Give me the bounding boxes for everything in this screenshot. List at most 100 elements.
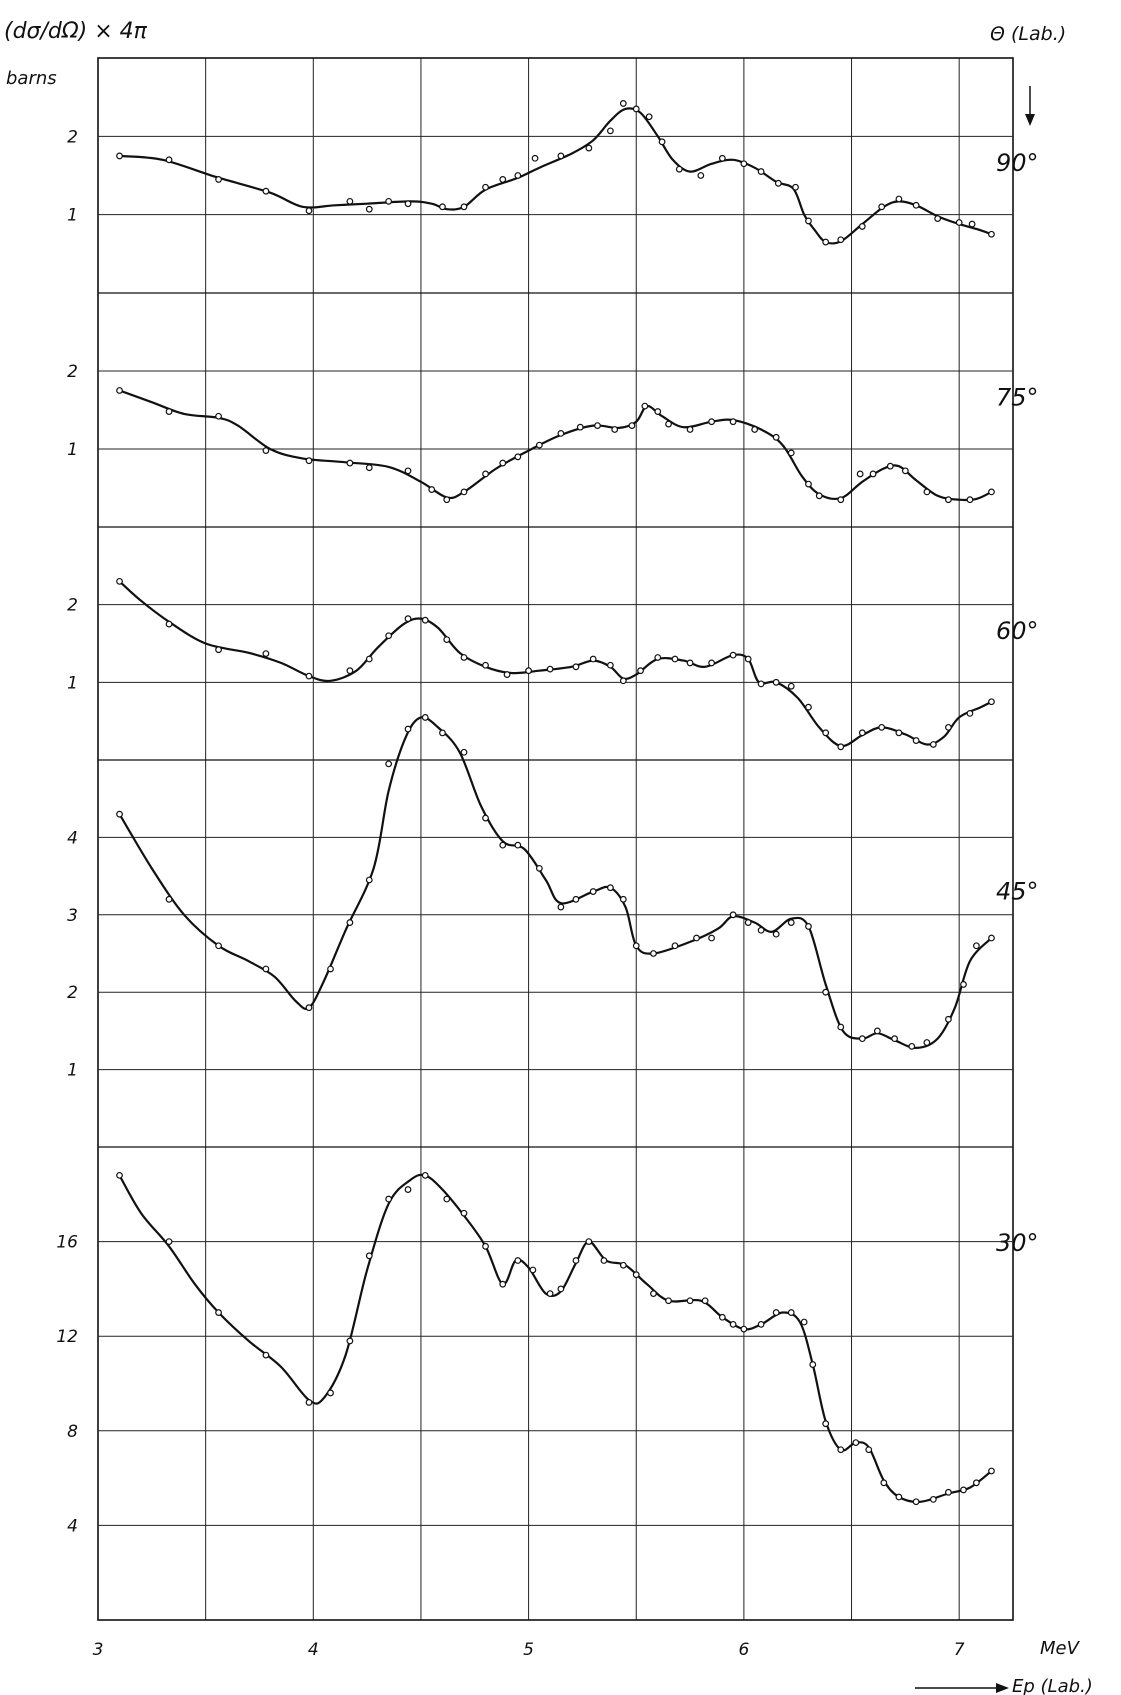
data-point	[116, 387, 123, 394]
data-point	[116, 577, 123, 585]
data-point	[837, 1023, 845, 1031]
data-point	[215, 1309, 222, 1316]
data-point	[671, 655, 679, 663]
data-point	[757, 680, 765, 688]
y-axis-unit: barns	[6, 68, 57, 89]
data-point	[929, 1495, 937, 1503]
data-point	[960, 981, 967, 988]
data-point	[116, 1171, 123, 1179]
data-point	[966, 710, 974, 717]
data-point	[385, 197, 393, 205]
data-point	[757, 168, 765, 175]
data-point	[404, 1186, 412, 1193]
data-point	[499, 841, 507, 849]
data-point	[499, 176, 507, 183]
data-point	[912, 737, 920, 744]
angle-label: 45°	[996, 877, 1039, 905]
data-point	[822, 988, 830, 996]
data-point	[772, 930, 780, 938]
data-point	[675, 165, 683, 173]
data-point	[774, 179, 782, 187]
data-point	[822, 238, 830, 246]
data-point	[858, 1035, 866, 1043]
data-point	[607, 884, 614, 892]
data-point	[482, 470, 489, 478]
data-point	[611, 426, 619, 433]
y-tick-label: 8	[67, 1422, 78, 1442]
x-axis-unit: MeV	[1040, 1638, 1081, 1659]
data-point	[856, 470, 864, 478]
data-point	[619, 100, 627, 107]
data-point	[729, 911, 737, 919]
data-point	[729, 418, 737, 426]
data-point	[729, 651, 737, 659]
data-point	[637, 667, 644, 675]
data-point	[701, 1297, 709, 1305]
data-point	[499, 1280, 507, 1288]
data-point	[365, 205, 373, 213]
y-tick-label: 1	[67, 206, 78, 226]
data-point	[305, 672, 313, 680]
data-point	[503, 671, 511, 678]
angle-label: 30°	[996, 1229, 1039, 1257]
data-point	[262, 447, 270, 454]
data-point	[934, 215, 942, 222]
data-point	[787, 682, 795, 690]
data-point	[385, 1195, 393, 1203]
data-point	[262, 650, 270, 657]
data-point	[557, 152, 565, 160]
data-point	[865, 1446, 873, 1454]
data-point	[215, 942, 222, 950]
data-point	[805, 703, 812, 711]
data-point	[346, 1337, 354, 1345]
data-point	[805, 923, 812, 930]
data-point	[514, 172, 522, 179]
data-point	[404, 615, 412, 623]
data-point	[628, 422, 636, 430]
data-point	[327, 1389, 334, 1397]
data-point	[460, 1209, 468, 1217]
data-point	[708, 934, 715, 942]
x-tick-label: 6	[738, 1640, 749, 1660]
data-point	[718, 1313, 726, 1321]
data-point	[607, 127, 614, 135]
data-point	[116, 152, 123, 160]
data-point	[988, 230, 995, 238]
data-point	[988, 488, 995, 496]
data-point	[632, 105, 640, 113]
data-point	[968, 220, 976, 228]
data-point	[891, 1035, 898, 1043]
data-point	[852, 1439, 860, 1447]
data-point	[305, 1399, 313, 1406]
data-point	[809, 1361, 817, 1368]
data-point	[404, 725, 412, 733]
data-point	[973, 1479, 980, 1487]
data-point	[858, 729, 866, 737]
data-point	[535, 864, 543, 872]
data-point	[895, 1493, 903, 1501]
data-point	[837, 1446, 845, 1454]
data-point	[305, 1004, 313, 1012]
data-point	[514, 453, 522, 461]
data-point	[880, 1479, 888, 1487]
data-point	[658, 138, 666, 146]
data-point	[901, 467, 909, 475]
data-point	[525, 667, 532, 675]
data-point	[460, 203, 468, 211]
data-point	[912, 201, 920, 209]
data-point	[514, 1257, 522, 1264]
data-point	[772, 433, 780, 441]
data-point	[686, 659, 694, 667]
data-point	[576, 423, 584, 431]
data-point	[482, 814, 489, 822]
panel-60-deg: 1 2 60°	[67, 577, 1039, 761]
y-tick-label: 16	[56, 1233, 78, 1253]
data-point	[654, 408, 662, 415]
y-tick-label: 4	[67, 828, 78, 848]
data-point	[165, 895, 173, 903]
data-point	[585, 144, 593, 152]
data-point	[546, 665, 554, 673]
data-point	[878, 723, 886, 731]
